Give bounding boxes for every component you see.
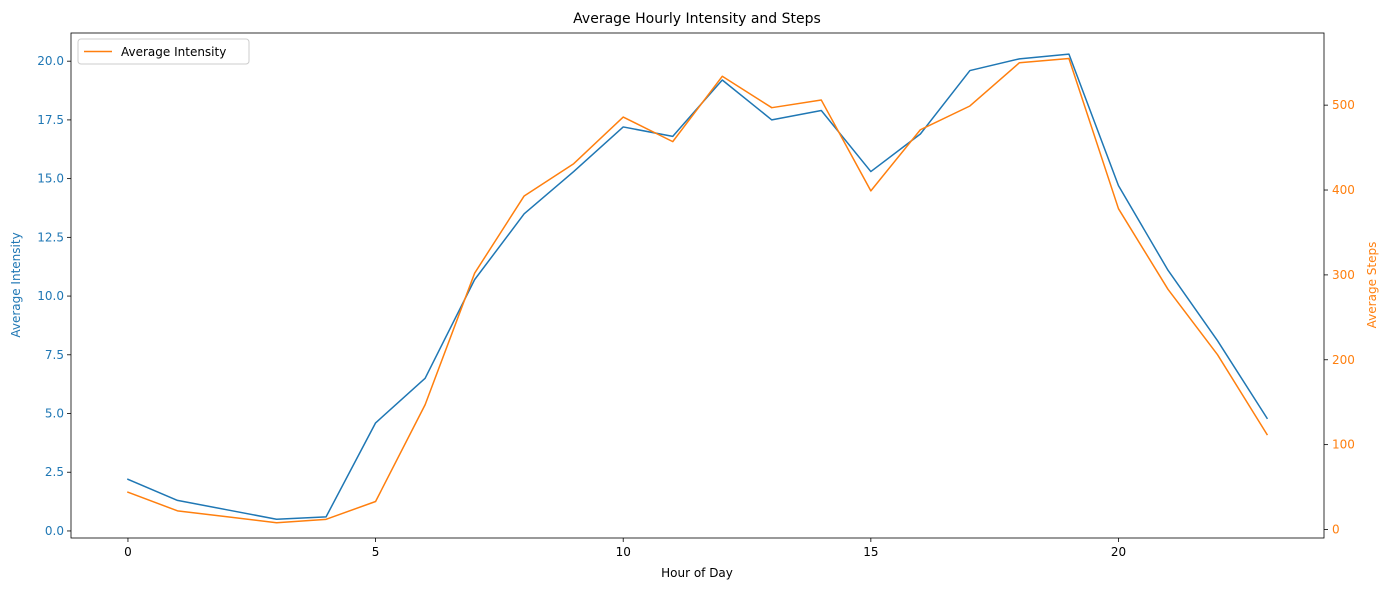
plot-frame — [70, 32, 1325, 539]
plot-area: 0 5 10 15 20 0.0 2.5 5.0 7.5 10.0 12.5 15.0 17.5 20.0… — [37, 32, 1355, 559]
right-y-tick-label: 0 — [1332, 523, 1340, 537]
left-y-tick-label: 0.0 — [45, 524, 64, 538]
left-y-tick-label: 2.5 — [45, 465, 64, 479]
x-axis-title: Hour of Day — [661, 566, 733, 580]
left-y-tick-label: 15.0 — [37, 172, 64, 186]
chart-title: Average Hourly Intensity and Steps — [573, 11, 821, 27]
left-y-tick-label: 5.0 — [45, 407, 64, 421]
right-y-tick-label: 100 — [1332, 438, 1355, 452]
legend-label: Average Intensity — [121, 45, 226, 59]
series-line-average-intensity — [126, 53, 1269, 520]
x-tick-label: 0 — [124, 545, 132, 559]
x-tick-label: 15 — [863, 545, 878, 559]
left-y-tick-label: 7.5 — [45, 348, 64, 362]
right-y-tick-label: 300 — [1332, 268, 1355, 282]
x-tick-label: 10 — [616, 545, 631, 559]
legend-box — [77, 38, 250, 65]
x-tick-label: 20 — [1111, 545, 1126, 559]
x-tick-label: 5 — [372, 545, 380, 559]
series-line-average-steps — [126, 57, 1269, 524]
left-y-tick-label: 10.0 — [37, 289, 64, 303]
left-y-tick-label: 20.0 — [37, 54, 64, 68]
right-y-tick-label: 500 — [1332, 98, 1355, 112]
left-y-tick-label: 12.5 — [37, 230, 64, 244]
left-y-axis-title: Average Intensity — [9, 232, 23, 337]
left-y-tick-label: 17.5 — [37, 113, 64, 127]
right-y-axis-title: Average Steps — [1365, 242, 1379, 329]
right-y-tick-label: 400 — [1332, 183, 1355, 197]
right-y-tick-label: 200 — [1332, 353, 1355, 367]
